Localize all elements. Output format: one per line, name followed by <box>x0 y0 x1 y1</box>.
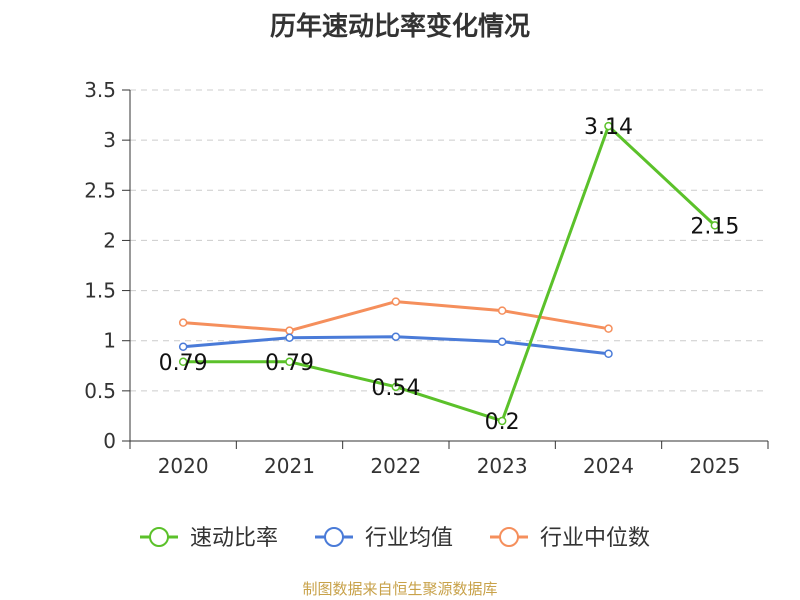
legend-label[interactable]: 速动比率 <box>190 526 278 551</box>
data-point[interactable] <box>285 326 294 335</box>
y-tick-label: 0.5 <box>84 379 116 403</box>
data-point[interactable] <box>285 333 294 342</box>
data-point[interactable] <box>497 306 507 315</box>
series-line-0 <box>183 124 716 423</box>
x-tick-label: 2024 <box>583 454 634 478</box>
legend-marker[interactable] <box>149 527 169 547</box>
data-label: 2.15 <box>690 214 739 239</box>
y-tick-label: 2 <box>103 228 116 252</box>
y-tick-label: 3 <box>103 128 116 152</box>
data-label: 0.79 <box>265 351 314 376</box>
data-point[interactable] <box>285 357 294 367</box>
data-label: 0.54 <box>371 376 420 401</box>
x-tick-label: 2020 <box>158 454 209 478</box>
legend-label[interactable]: 行业均值 <box>365 526 453 551</box>
y-tick-label: 0 <box>103 429 116 453</box>
data-point[interactable] <box>497 337 507 346</box>
data-point[interactable] <box>604 121 613 131</box>
data-label: 0.79 <box>159 351 208 376</box>
y-tick-label: 2.5 <box>84 178 116 202</box>
data-point[interactable] <box>604 324 613 333</box>
legend-marker[interactable] <box>324 527 344 547</box>
data-point[interactable] <box>497 416 507 426</box>
data-point[interactable] <box>391 332 401 341</box>
y-tick-label: 1.5 <box>84 279 116 303</box>
data-point[interactable] <box>178 342 188 351</box>
legend-marker[interactable] <box>499 527 519 547</box>
data-point[interactable] <box>604 349 613 359</box>
y-tick-label: 3.5 <box>84 78 116 102</box>
data-point[interactable] <box>178 357 188 367</box>
y-tick-label: 1 <box>103 329 116 353</box>
x-tick-label: 2022 <box>370 454 421 478</box>
data-point[interactable] <box>178 318 188 327</box>
x-tick-label: 2025 <box>689 454 740 478</box>
chart-title: 历年速动比率变化情况 <box>269 12 530 42</box>
data-point[interactable] <box>391 382 401 392</box>
data-point[interactable] <box>391 297 401 306</box>
source-text: 制图数据来自恒生聚源数据库 <box>302 580 498 598</box>
x-tick-label: 2023 <box>477 454 528 478</box>
x-tick-label: 2021 <box>264 454 315 478</box>
data-label: 0.2 <box>485 410 520 435</box>
data-label: 3.14 <box>584 115 633 140</box>
data-point[interactable] <box>710 221 720 230</box>
legend-label[interactable]: 行业中位数 <box>540 526 650 551</box>
